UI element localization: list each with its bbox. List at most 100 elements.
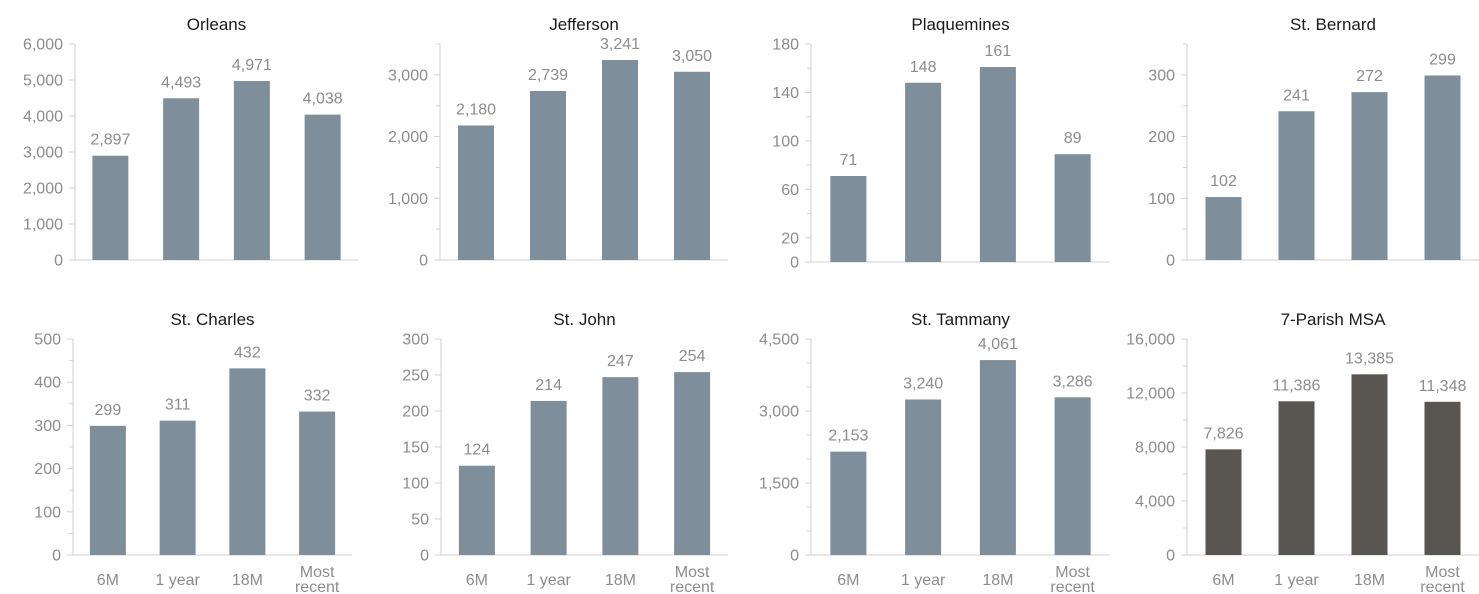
bar xyxy=(1278,401,1315,555)
bar xyxy=(89,425,126,555)
bar xyxy=(1351,92,1388,260)
data-label: 4,038 xyxy=(303,91,343,108)
bar xyxy=(159,420,196,555)
y-tick-label: 400 xyxy=(34,375,61,392)
bar xyxy=(1054,397,1091,555)
y-tick-label: 500 xyxy=(34,332,61,349)
data-label: 311 xyxy=(165,397,191,414)
y-tick-label: 0 xyxy=(54,253,63,270)
data-label: 124 xyxy=(464,442,491,459)
bar xyxy=(1205,197,1242,260)
data-label: 3,240 xyxy=(903,375,943,392)
bar xyxy=(92,155,129,260)
bar xyxy=(304,114,341,260)
x-tick-label: 6M xyxy=(97,572,119,589)
bar xyxy=(530,90,566,260)
x-tick-label: 18M xyxy=(232,572,263,589)
panel-title: St. Tammany xyxy=(911,310,1010,329)
data-label: 71 xyxy=(839,152,857,169)
y-tick-label: 200 xyxy=(34,461,61,478)
bar xyxy=(1424,75,1461,260)
data-label: 214 xyxy=(535,377,562,394)
bar xyxy=(905,399,942,555)
x-tick-label: 1 year xyxy=(901,572,946,589)
x-tick-label: Most recent xyxy=(1420,564,1465,594)
y-tick-label: 0 xyxy=(419,253,428,270)
bar xyxy=(233,81,270,260)
data-label: 4,061 xyxy=(978,336,1018,353)
y-tick-label: 1,000 xyxy=(388,191,428,208)
y-tick-label: 140 xyxy=(772,85,799,102)
data-label: 272 xyxy=(1356,68,1383,85)
y-tick-label: 0 xyxy=(790,255,799,272)
x-tick-label: 6M xyxy=(837,572,859,589)
x-tick-label: 1 year xyxy=(155,572,200,589)
chart-panel: Jefferson 0 1,000 2,000 3,000 2,180 2,739 3,241… xyxy=(388,15,728,270)
data-label: 7,826 xyxy=(1203,425,1243,442)
x-tick-label: 6M xyxy=(466,572,488,589)
y-tick-label: 6,000 xyxy=(23,37,63,54)
bar xyxy=(1278,111,1315,260)
chart-panel: St. Bernard 0 100 200 300 102 241 272 299 xyxy=(1148,15,1479,270)
data-label: 2,739 xyxy=(528,67,568,84)
y-tick-label: 300 xyxy=(34,418,61,435)
y-tick-label: 0 xyxy=(52,548,61,565)
bar xyxy=(602,59,638,260)
y-tick-label: 5,000 xyxy=(23,73,63,90)
y-tick-label: 8,000 xyxy=(1135,440,1175,457)
bar xyxy=(602,377,639,555)
y-tick-label: 250 xyxy=(402,368,429,385)
bar xyxy=(1351,374,1388,555)
data-label: 2,180 xyxy=(456,101,496,118)
bar xyxy=(229,368,266,555)
data-label: 241 xyxy=(1283,87,1310,104)
y-tick-label: 2,000 xyxy=(388,129,428,146)
y-tick-label: 100 xyxy=(772,133,799,150)
data-label: 148 xyxy=(910,59,937,76)
y-tick-label: 1,500 xyxy=(759,476,799,493)
panel-title: Plaquemines xyxy=(911,15,1009,34)
data-label: 3,286 xyxy=(1053,373,1093,390)
y-tick-label: 20 xyxy=(781,230,799,247)
chart-panel: St. John 0 50 100 150 200 250 300 124 6M 214 1 year… xyxy=(402,310,728,594)
data-label: 299 xyxy=(95,402,122,419)
data-label: 102 xyxy=(1210,173,1237,190)
chart-panel: St. Tammany 0 1,500 3,000 4,500 2,153 6M 3,240 1… xyxy=(759,310,1110,594)
data-label: 299 xyxy=(1429,51,1456,68)
y-tick-label: 100 xyxy=(1148,191,1175,208)
bar xyxy=(979,67,1016,262)
y-tick-label: 16,000 xyxy=(1126,332,1175,349)
data-label: 432 xyxy=(234,344,261,361)
bar xyxy=(674,71,710,261)
bar xyxy=(830,451,867,555)
data-label: 13,385 xyxy=(1345,350,1394,367)
x-tick-label: 1 year xyxy=(526,572,571,589)
y-tick-label: 50 xyxy=(411,512,429,529)
y-tick-label: 100 xyxy=(34,504,61,521)
bar xyxy=(905,82,942,262)
y-tick-label: 0 xyxy=(1166,548,1175,565)
bar xyxy=(1054,154,1091,262)
y-tick-label: 3,000 xyxy=(388,67,428,84)
bar xyxy=(530,400,567,555)
y-tick-label: 180 xyxy=(772,37,799,54)
x-tick-label: Most recent xyxy=(670,564,715,594)
y-tick-label: 3,000 xyxy=(23,145,63,162)
data-label: 161 xyxy=(985,43,1012,60)
y-tick-label: 200 xyxy=(402,404,429,421)
bar xyxy=(830,176,867,262)
x-tick-label: 18M xyxy=(1354,572,1385,589)
panel-title: St. John xyxy=(553,310,615,329)
data-label: 11,348 xyxy=(1419,378,1467,395)
x-tick-label: 18M xyxy=(605,572,636,589)
bar xyxy=(979,360,1016,555)
panel-title: 7-Parish MSA xyxy=(1281,310,1387,329)
y-tick-label: 1,000 xyxy=(23,217,63,234)
chart-panel: 7-Parish MSA 0 4,000 8,000 12,000 16,000 7,826… xyxy=(1126,310,1479,594)
y-tick-label: 3,000 xyxy=(759,404,799,421)
y-tick-label: 60 xyxy=(781,182,799,199)
y-tick-label: 100 xyxy=(402,476,429,493)
y-tick-label: 4,000 xyxy=(1135,494,1175,511)
data-label: 3,050 xyxy=(672,48,712,65)
